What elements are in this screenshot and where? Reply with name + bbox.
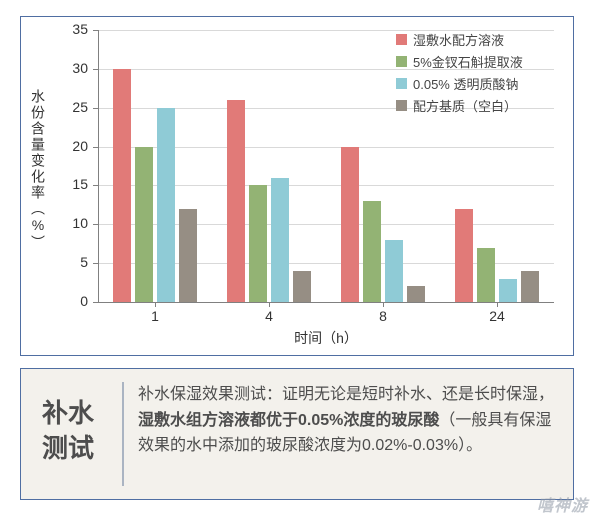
bar <box>179 209 197 302</box>
y-axis-line <box>98 30 99 302</box>
legend-swatch <box>396 100 407 111</box>
bar <box>249 185 267 302</box>
y-tick-label: 15 <box>58 176 88 192</box>
info-title: 补水测试 <box>42 396 94 466</box>
y-tick-label: 5 <box>58 254 88 270</box>
info-title-line: 补水 <box>42 396 94 431</box>
bar <box>363 201 381 302</box>
y-tick-label: 30 <box>58 60 88 76</box>
x-axis-line <box>98 302 554 303</box>
info-body-bold: 湿敷水组方溶液都优于0.05%浓度的玻尿酸 <box>138 412 439 429</box>
x-tick-label: 8 <box>326 308 440 324</box>
legend-label: 配方基质（空白） <box>413 96 517 115</box>
legend-item: 配方基质（空白） <box>396 96 523 115</box>
bar <box>271 178 289 302</box>
bar <box>341 147 359 302</box>
legend-swatch <box>396 56 407 67</box>
x-axis-label: 时间（h） <box>98 328 554 348</box>
legend-label: 0.05% 透明质酸钠 <box>413 74 518 93</box>
legend-item: 湿敷水配方溶液 <box>396 30 523 49</box>
bar <box>455 209 473 302</box>
y-tick-label: 0 <box>58 293 88 309</box>
legend-item: 0.05% 透明质酸钠 <box>396 74 523 93</box>
info-title-line: 测试 <box>42 431 94 466</box>
legend-swatch <box>396 34 407 45</box>
y-tick-label: 25 <box>58 99 88 115</box>
x-tick-label: 24 <box>440 308 554 324</box>
info-body-text: 补水保湿效果测试：证明无论是短时补水、还是长时保湿， <box>138 386 554 403</box>
y-tick-label: 35 <box>58 21 88 37</box>
x-tick-mark <box>155 302 156 307</box>
legend-label: 5%金钗石斛提取液 <box>413 52 523 71</box>
x-tick-mark <box>497 302 498 307</box>
x-tick-mark <box>269 302 270 307</box>
bar <box>407 286 425 302</box>
y-tick-label: 10 <box>58 215 88 231</box>
x-tick-label: 1 <box>98 308 212 324</box>
watermark: 嘻神游 <box>537 492 588 516</box>
info-body: 补水保湿效果测试：证明无论是短时补水、还是长时保湿， 湿敷水组方溶液都优于0.05… <box>138 382 558 459</box>
legend-label: 湿敷水配方溶液 <box>413 30 504 49</box>
bar <box>385 240 403 302</box>
x-tick-mark <box>383 302 384 307</box>
legend: 湿敷水配方溶液 5%金钗石斛提取液 0.05% 透明质酸钠配方基质（空白） <box>396 30 523 118</box>
bar <box>135 147 153 302</box>
x-tick-label: 4 <box>212 308 326 324</box>
bar <box>477 248 495 302</box>
bar <box>113 69 131 302</box>
y-axis-label: 水份含量变化率（%） <box>28 70 48 270</box>
bar <box>157 108 175 302</box>
bar <box>227 100 245 302</box>
bar <box>293 271 311 302</box>
y-tick-label: 20 <box>58 138 88 154</box>
bar <box>521 271 539 302</box>
legend-swatch <box>396 78 407 89</box>
bar <box>499 279 517 302</box>
info-divider <box>122 382 124 486</box>
legend-item: 5%金钗石斛提取液 <box>396 52 523 71</box>
